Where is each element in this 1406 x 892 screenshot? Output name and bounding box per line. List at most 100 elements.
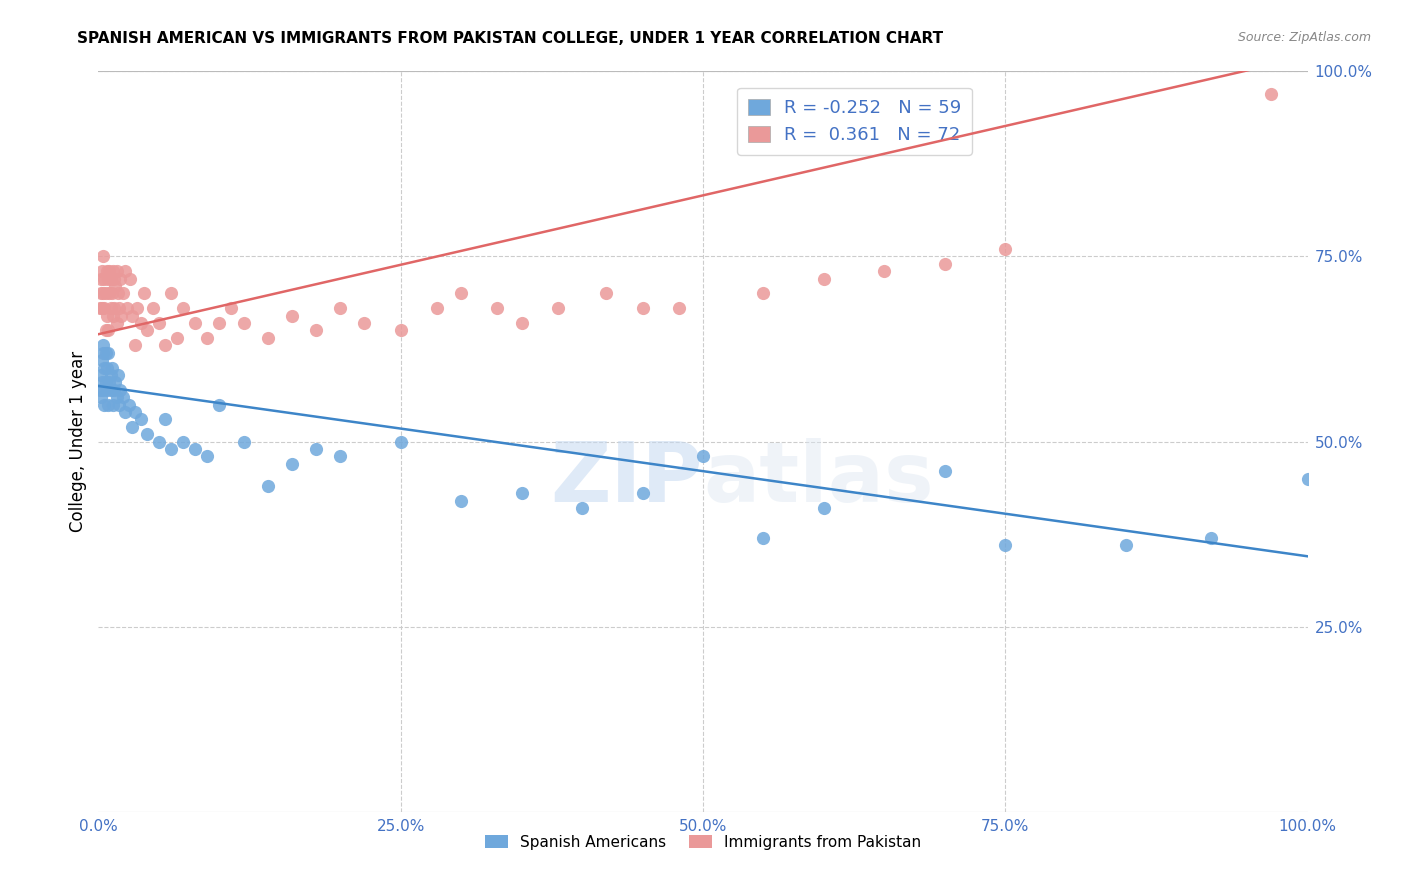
- Point: [91, 376, 114, 390]
- Point: [329, 450, 352, 464]
- Point: [108, 398, 131, 412]
- Point: [111, 286, 134, 301]
- Point: [108, 383, 131, 397]
- Point: [91, 264, 114, 278]
- Point: [94, 376, 117, 390]
- Point: [97, 398, 120, 412]
- Point: [90, 286, 112, 301]
- Point: [103, 301, 125, 316]
- Point: [389, 434, 412, 449]
- Point: [101, 398, 124, 412]
- Point: [97, 271, 120, 285]
- Point: [752, 286, 775, 301]
- Point: [103, 383, 125, 397]
- Point: [450, 493, 472, 508]
- Point: [105, 264, 128, 278]
- Point: [110, 309, 132, 323]
- Point: [107, 368, 129, 382]
- Point: [166, 331, 188, 345]
- Point: [93, 301, 115, 316]
- Point: [631, 486, 654, 500]
- Point: [208, 398, 231, 412]
- Point: [195, 450, 218, 464]
- Point: [129, 316, 152, 330]
- Point: [127, 301, 149, 316]
- Point: [100, 360, 122, 375]
- Point: [100, 301, 122, 316]
- Point: [96, 360, 118, 375]
- Point: [329, 301, 352, 316]
- Point: [389, 324, 412, 338]
- Point: [90, 368, 112, 382]
- Point: [221, 301, 243, 316]
- Point: [305, 442, 328, 456]
- Text: Source: ZipAtlas.com: Source: ZipAtlas.com: [1237, 31, 1371, 45]
- Point: [89, 301, 111, 316]
- Point: [90, 271, 112, 285]
- Legend: Spanish Americans, Immigrants from Pakistan: Spanish Americans, Immigrants from Pakis…: [478, 829, 928, 856]
- Point: [96, 264, 118, 278]
- Point: [118, 398, 141, 412]
- Point: [101, 264, 124, 278]
- Text: ZIP: ZIP: [551, 438, 703, 519]
- Point: [148, 434, 170, 449]
- Point: [873, 264, 896, 278]
- Point: [105, 316, 128, 330]
- Point: [100, 368, 122, 382]
- Point: [256, 479, 278, 493]
- Point: [153, 412, 176, 426]
- Point: [994, 538, 1017, 552]
- Point: [232, 434, 254, 449]
- Point: [94, 286, 117, 301]
- Point: [91, 383, 114, 397]
- Point: [153, 338, 176, 352]
- Point: [98, 264, 121, 278]
- Point: [1260, 87, 1282, 101]
- Point: [100, 383, 122, 397]
- Point: [90, 390, 112, 404]
- Point: [97, 345, 120, 359]
- Point: [135, 427, 157, 442]
- Point: [510, 486, 533, 500]
- Point: [103, 271, 125, 285]
- Point: [94, 324, 117, 338]
- Point: [1115, 538, 1137, 552]
- Point: [208, 316, 231, 330]
- Point: [631, 301, 654, 316]
- Point: [1296, 471, 1319, 485]
- Point: [97, 324, 120, 338]
- Point: [148, 316, 170, 330]
- Point: [108, 301, 131, 316]
- Point: [172, 434, 194, 449]
- Point: [101, 309, 124, 323]
- Text: atlas: atlas: [703, 438, 934, 519]
- Point: [450, 286, 472, 301]
- Point: [91, 338, 114, 352]
- Point: [91, 250, 114, 264]
- Point: [510, 316, 533, 330]
- Point: [114, 264, 136, 278]
- Point: [160, 442, 183, 456]
- Point: [91, 353, 114, 368]
- Point: [595, 286, 617, 301]
- Point: [100, 271, 122, 285]
- Point: [91, 345, 114, 359]
- Point: [160, 286, 183, 301]
- Point: [256, 331, 278, 345]
- Point: [93, 398, 115, 412]
- Point: [111, 390, 134, 404]
- Point: [668, 301, 690, 316]
- Point: [124, 405, 146, 419]
- Point: [172, 301, 194, 316]
- Point: [94, 345, 117, 359]
- Point: [281, 457, 304, 471]
- Point: [547, 301, 569, 316]
- Point: [692, 450, 714, 464]
- Point: [114, 405, 136, 419]
- Point: [129, 412, 152, 426]
- Point: [486, 301, 509, 316]
- Point: [142, 301, 165, 316]
- Point: [91, 286, 114, 301]
- Point: [195, 331, 218, 345]
- Text: SPANISH AMERICAN VS IMMIGRANTS FROM PAKISTAN COLLEGE, UNDER 1 YEAR CORRELATION C: SPANISH AMERICAN VS IMMIGRANTS FROM PAKI…: [77, 31, 943, 46]
